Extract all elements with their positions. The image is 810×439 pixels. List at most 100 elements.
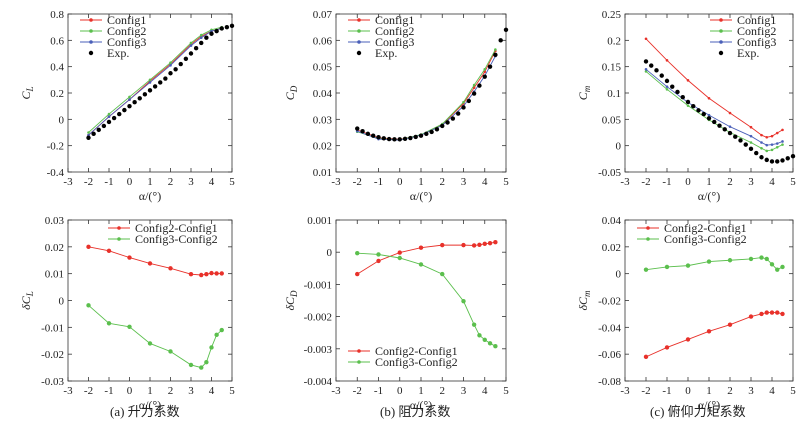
x-tick-label: -3 <box>63 176 73 188</box>
data-point <box>706 259 712 264</box>
series-line <box>88 304 223 369</box>
x-tick-label: 4 <box>482 385 488 397</box>
legend-label: Config3 <box>375 35 414 49</box>
legend-marker <box>117 237 121 241</box>
data-point <box>204 272 209 277</box>
legend-label: Config3 <box>107 35 146 49</box>
y-axis-label: CL <box>19 86 35 99</box>
data-point <box>665 88 669 91</box>
data-point <box>219 271 224 276</box>
data-point <box>471 243 477 248</box>
legend-label: Config3-Config2 <box>135 232 218 246</box>
data-point <box>493 344 498 349</box>
data-point <box>440 271 445 277</box>
y-tick-label: -0.06 <box>598 349 621 361</box>
data-point <box>429 129 434 135</box>
data-point <box>472 86 476 90</box>
data-point <box>775 131 779 135</box>
x-tick-label: 1 <box>147 176 153 188</box>
y-tick-label: -0.05 <box>598 167 621 179</box>
x-tick-label: -2 <box>353 385 362 397</box>
data-point <box>487 240 493 246</box>
data-point <box>111 115 117 121</box>
x-tick-label: 0 <box>685 176 691 188</box>
data-point <box>219 327 224 333</box>
data-point <box>402 136 408 142</box>
legend-label: Config3-Config2 <box>664 232 747 246</box>
data-point <box>107 112 111 116</box>
data-point <box>770 134 774 138</box>
data-point <box>477 83 482 88</box>
x-tick-label: -1 <box>374 385 383 397</box>
data-point <box>199 36 203 39</box>
x-tick-label: -2 <box>641 385 650 397</box>
data-point <box>381 136 387 141</box>
data-point <box>769 310 775 315</box>
data-point <box>487 64 493 69</box>
data-point <box>487 341 493 346</box>
data-point <box>101 123 107 129</box>
data-point <box>717 123 722 128</box>
series-line <box>645 71 783 152</box>
data-point <box>376 258 381 264</box>
data-point <box>764 256 769 262</box>
x-tick-label: 3 <box>748 385 754 397</box>
y-tick-label: 0.02 <box>45 242 64 254</box>
y-tick-label: 0.05 <box>313 62 333 74</box>
series-line <box>645 312 783 358</box>
data-point <box>781 143 784 146</box>
data-point <box>178 61 183 67</box>
panel-caption: (c) 俯仰力矩系数 <box>650 404 746 419</box>
y-tick-label: -0.2 <box>47 141 64 153</box>
x-tick-label: 2 <box>168 385 174 397</box>
y-axis-label: CD <box>283 85 299 100</box>
data-point <box>471 91 477 96</box>
legend-marker <box>357 29 361 33</box>
x-tick-label: 5 <box>790 385 796 397</box>
y-tick-label: 0.15 <box>602 62 622 74</box>
y-axis-label: δCD <box>283 290 299 311</box>
data-point <box>455 111 461 116</box>
data-point <box>229 23 235 29</box>
x-tick-label: 2 <box>440 176 446 188</box>
data-point <box>498 38 503 43</box>
series-line <box>357 252 496 347</box>
data-point <box>728 125 732 129</box>
data-point <box>168 349 173 354</box>
y-tick-label: 0.02 <box>602 242 621 254</box>
data-point <box>685 337 691 342</box>
y-tick-label: 0.4 <box>50 62 64 74</box>
x-tick-label: -1 <box>374 176 383 188</box>
y-tick-label: -0.4 <box>47 167 65 179</box>
data-point <box>643 267 649 272</box>
x-tick-label: 5 <box>503 176 509 188</box>
data-point <box>163 76 168 81</box>
data-point <box>483 70 487 74</box>
legend-label: Config1 <box>737 13 776 27</box>
data-point <box>127 324 132 329</box>
data-point <box>733 134 738 139</box>
data-point <box>494 48 497 51</box>
data-point <box>408 135 413 141</box>
data-point <box>209 270 214 276</box>
data-point <box>477 242 482 247</box>
data-point <box>775 159 780 164</box>
x-tick-label: 2 <box>168 176 174 188</box>
data-point <box>128 98 131 101</box>
y-tick-label: 0.02 <box>313 141 332 153</box>
x-tick-label: 5 <box>790 176 796 188</box>
data-point <box>147 88 153 93</box>
data-point <box>86 135 91 140</box>
x-tick-label: 3 <box>461 385 467 397</box>
y-tick-label: 0.1 <box>607 88 621 100</box>
y-tick-label: -0.03 <box>41 376 64 388</box>
y-tick-label: 0.6 <box>50 35 64 47</box>
data-point <box>706 329 712 334</box>
x-tick-label: -3 <box>63 385 73 397</box>
data-point <box>493 240 498 245</box>
data-point <box>748 146 754 152</box>
legend-label: Config2 <box>737 24 776 38</box>
x-tick-label: 5 <box>229 176 235 188</box>
x-tick-label: 4 <box>769 176 775 188</box>
y-axis-label: δCm <box>576 290 592 311</box>
